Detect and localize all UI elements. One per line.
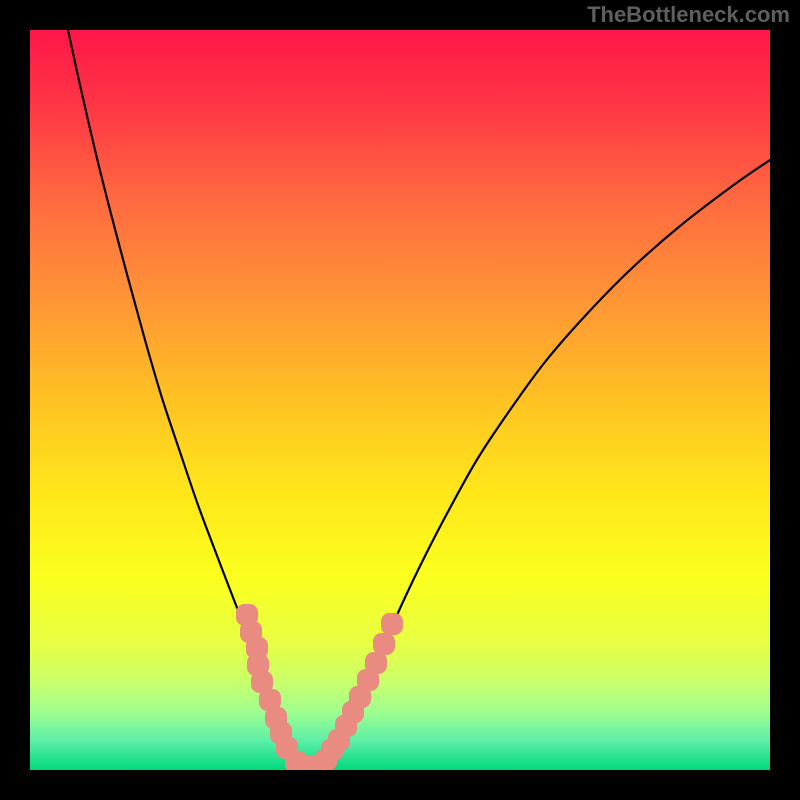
border-right (770, 0, 800, 800)
chart-canvas: TheBottleneck.com (0, 0, 800, 800)
chart-svg (0, 0, 800, 800)
border-bottom (0, 770, 800, 800)
heat-gradient-area (30, 30, 770, 770)
border-top (0, 0, 800, 30)
curve-dot (374, 634, 395, 655)
border-left (0, 0, 30, 800)
curve-dot (366, 653, 387, 674)
curve-dot (382, 614, 403, 635)
